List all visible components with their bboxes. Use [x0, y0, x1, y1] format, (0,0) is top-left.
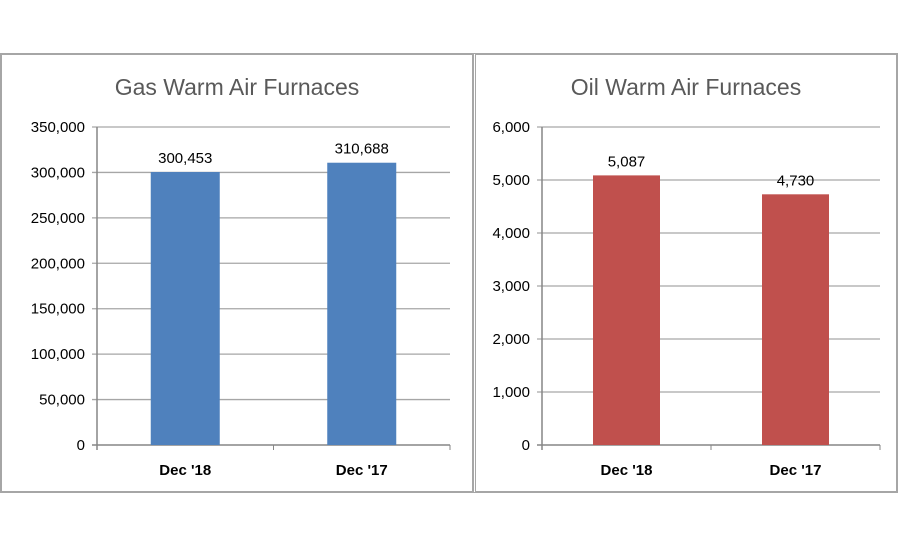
gas-y-tick-label: 300,000 [31, 164, 85, 181]
oil-y-tick-label: 6,000 [492, 119, 530, 136]
oil-chart-title: Oil Warm Air Furnaces [571, 74, 801, 100]
gas-x-category-label: Dec '17 [336, 462, 388, 479]
gas-y-tick-label: 350,000 [31, 119, 85, 136]
oil-y-tick-label: 5,000 [492, 172, 530, 189]
oil-bar [593, 175, 660, 445]
gas-y-tick-label: 150,000 [31, 301, 85, 318]
gas-y-tick-label: 250,000 [31, 210, 85, 227]
oil-y-tick-label: 1,000 [492, 384, 530, 401]
gas-y-tick-label: 100,000 [31, 346, 85, 363]
oil-bar-value-label: 5,087 [608, 153, 646, 170]
gas-bar [327, 162, 397, 445]
oil-x-category-label: Dec '18 [601, 462, 653, 479]
oil-y-tick-label: 4,000 [492, 225, 530, 242]
gas-bar-value-label: 310,688 [335, 141, 389, 158]
gas-chart-title: Gas Warm Air Furnaces [115, 74, 360, 100]
gas-bar-value-label: 300,453 [158, 150, 212, 167]
oil-y-tick-label: 3,000 [492, 278, 530, 295]
oil-y-tick-label: 0 [522, 437, 530, 454]
oil-bar-value-label: 4,730 [777, 172, 815, 189]
oil-x-category-label: Dec '17 [770, 462, 822, 479]
gas-y-tick-label: 50,000 [39, 392, 85, 409]
gas-y-tick-label: 200,000 [31, 255, 85, 272]
gas-y-tick-label: 0 [77, 437, 85, 454]
oil-bar [762, 194, 829, 445]
gas-x-category-label: Dec '18 [159, 462, 211, 479]
gas-bar [150, 172, 220, 446]
oil-y-tick-label: 2,000 [492, 331, 530, 348]
